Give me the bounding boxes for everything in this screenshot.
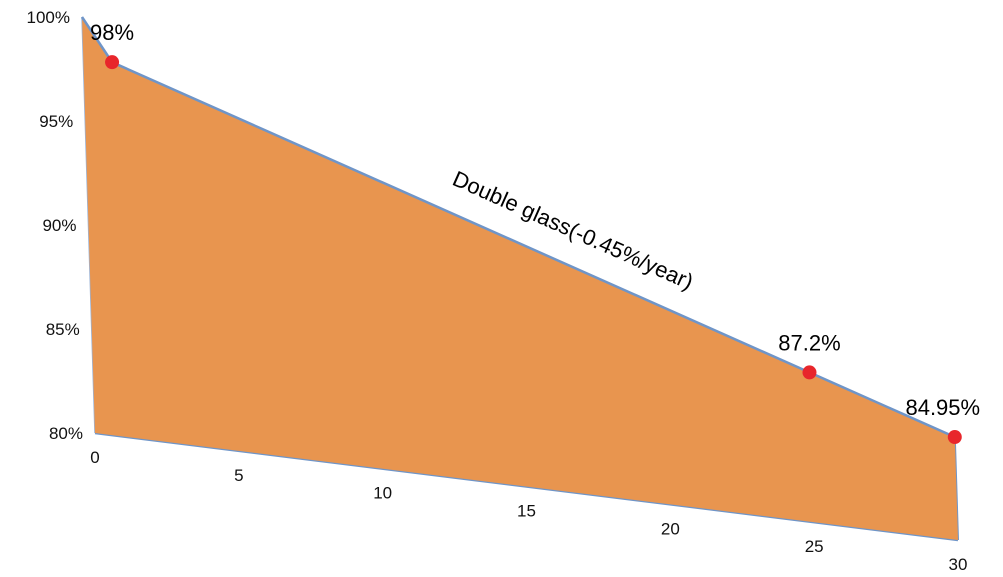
y-tick-label: 100% (27, 8, 70, 27)
x-tick-label: 10 (373, 484, 392, 503)
series-line (80, 16, 956, 439)
y-tick-label: 80% (49, 424, 83, 443)
x-tick-label: 5 (234, 466, 243, 485)
y-axis-ticks: 100% 95% 90% 85% 80% (27, 8, 83, 443)
x-tick-label: 20 (661, 519, 680, 538)
x-tick-label: 30 (949, 555, 968, 574)
data-labels: 98% 87.2% 84.95% (90, 20, 980, 420)
data-point-marker (802, 365, 817, 380)
y-tick-label: 90% (42, 216, 76, 235)
data-value-label: 98% (90, 20, 134, 45)
data-point-marker (947, 430, 962, 445)
series-area (82, 17, 958, 540)
data-markers (105, 55, 962, 445)
x-tick-label: 25 (805, 537, 824, 556)
data-value-label: 84.95% (905, 395, 980, 420)
data-value-label: 87.2% (778, 330, 840, 355)
x-tick-label: 15 (517, 502, 536, 521)
area-layer (80, 16, 958, 540)
x-axis-ticks: 0 5 10 15 20 25 30 (90, 448, 967, 574)
y-tick-label: 95% (39, 112, 73, 131)
x-tick-label: 0 (90, 448, 99, 467)
y-tick-label: 85% (46, 320, 80, 339)
data-point-marker (105, 55, 120, 70)
